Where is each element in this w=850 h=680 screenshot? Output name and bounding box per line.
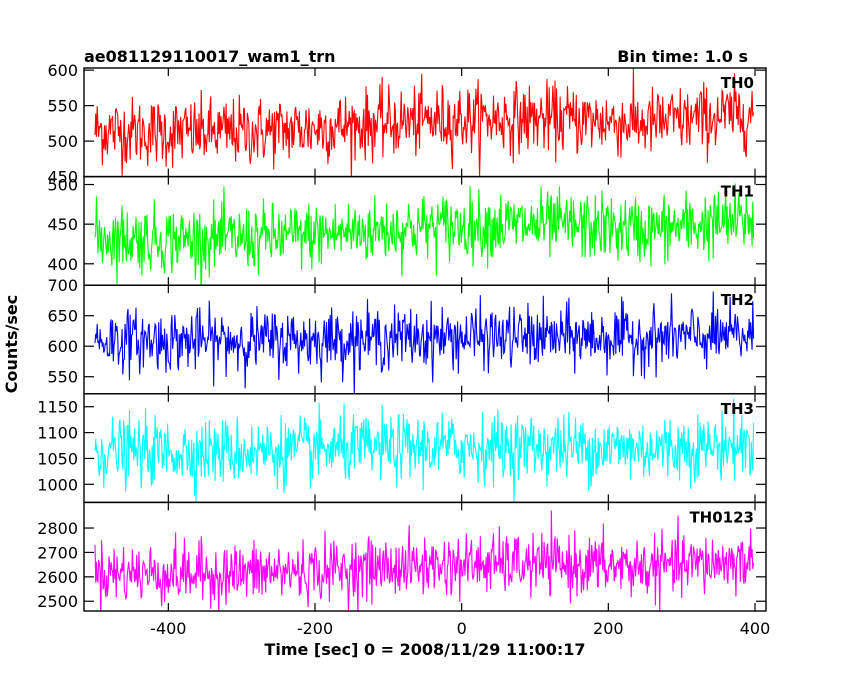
panel-label: TH1 [721, 183, 754, 201]
chart-title: ae081129110017_wam1_trn [84, 47, 336, 66]
y-tick-label: 2700 [37, 543, 78, 562]
y-tick-label: 450 [47, 215, 78, 234]
series-line-th2 [94, 291, 755, 394]
y-tick-label: 650 [47, 307, 78, 326]
panel-label: TH0123 [689, 508, 754, 526]
series-line-th0 [94, 68, 755, 177]
panel-frame [83, 501, 767, 612]
y-tick-label: 2600 [37, 568, 78, 587]
panel-th2: 550 600 650 700 TH2 [47, 276, 767, 395]
y-tick-label: 1000 [37, 475, 78, 494]
y-tick-label: 500 [47, 176, 78, 195]
y-tick-label: 450 [47, 168, 78, 187]
series-line-th3 [94, 398, 755, 502]
y-tick-label: 2500 [37, 592, 78, 611]
panel-label: TH0 [721, 74, 754, 92]
y-tick-label: 2800 [37, 519, 78, 538]
x-axis-label: Time [sec] 0 = 2008/11/29 11:00:17 [264, 640, 585, 659]
y-tick-label: 700 [47, 276, 78, 295]
y-axis-label: Counts/sec [2, 295, 21, 393]
y-tick-label: 1150 [37, 398, 78, 417]
series-line-th0123 [94, 510, 755, 611]
y-tick-label: 400 [47, 255, 78, 274]
y-tick-label: 600 [47, 61, 78, 80]
panel-th1: 400 450 500 TH1 [47, 176, 767, 286]
y-tick-label: 550 [47, 368, 78, 387]
bin-time-label: Bin time: 1.0 s [617, 47, 748, 66]
series-line-th1 [94, 183, 755, 286]
x-tick-label: 400 [740, 619, 771, 638]
panel-th0: 450 500 550 600 TH0 [47, 61, 767, 187]
y-tick-label: 1050 [37, 449, 78, 468]
panel-th0123: 2500 2600 2700 2800 TH0123 [37, 501, 767, 612]
panel-label: TH3 [721, 400, 754, 418]
panel-label: TH2 [721, 291, 754, 309]
x-tick-label: -200 [297, 619, 333, 638]
y-tick-label: 550 [47, 97, 78, 116]
x-tick-label: 200 [593, 619, 624, 638]
x-tick-label: 0 [457, 619, 467, 638]
y-tick-label: 600 [47, 337, 78, 356]
y-tick-label: 500 [47, 132, 78, 151]
panel-th3: 1000 1050 1100 1150 TH3 [37, 393, 767, 504]
y-tick-label: 1100 [37, 424, 78, 443]
x-tick-label: -400 [150, 619, 186, 638]
x-axis: -400 -200 0 200 400 [150, 619, 770, 638]
